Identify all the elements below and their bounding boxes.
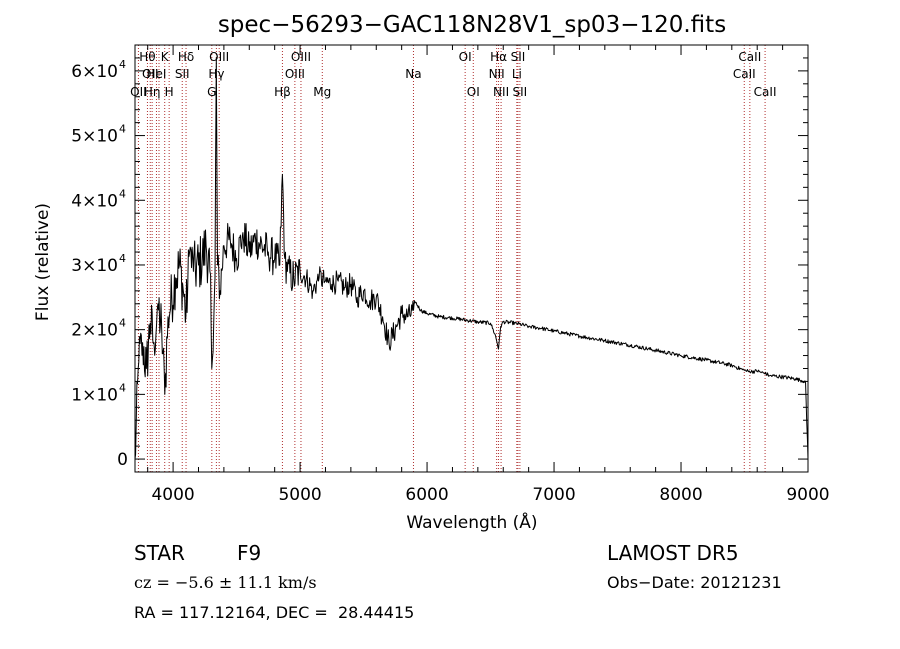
line-label-22: NII [493, 85, 509, 99]
x-axis-ticks: 4000 5000 6000 7000 8000 9000 [147, 45, 830, 505]
line-label-25: SII [513, 85, 528, 99]
y-tick-label: 4×10 [71, 191, 118, 211]
line-label-20: NII [489, 67, 505, 81]
line-label-17: Na [405, 67, 421, 81]
line-label-9: Hδ [178, 50, 194, 64]
survey-name: LAMOST DR5 [607, 541, 739, 565]
line-label-21: Hα [490, 50, 507, 64]
object-subclass: F9 [237, 541, 262, 565]
line-label-6: K [161, 50, 170, 64]
y-tick-label: 6×10 [71, 62, 118, 82]
y-tick-label: 3×10 [71, 256, 118, 276]
chart-title: spec−56293−GAC118N28V1_sp03−120.fits [218, 12, 726, 38]
x-axis-label: Wavelength (Å) [406, 511, 537, 533]
line-label-8: SII [175, 67, 190, 81]
line-label-3: Hη [144, 85, 161, 99]
y-axis-label: Flux (relative) [33, 203, 53, 321]
line-label-0: OII [130, 85, 147, 99]
line-label-4: HeI [146, 67, 166, 81]
line-label-16: Mg [313, 85, 331, 99]
plot-frame [134, 44, 809, 473]
line-label-2: OII [142, 67, 159, 81]
line-label-18: OI [459, 50, 472, 64]
line-label-26: CaII [733, 67, 756, 81]
line-label-12: OIII [209, 50, 229, 64]
y-axis-ticks: 01×10 42×10 43×10 44×10 45×10 46×10 4 [71, 57, 808, 470]
y-tick-label: 5×10 [71, 127, 118, 147]
ra-dec-coordinates: RA = 117.12164, DEC = 28.44415 [134, 603, 415, 622]
x-tick-label: 8000 [659, 485, 702, 505]
redshift-cz: cz = −5.6 ± 11.1 km/s [134, 573, 317, 592]
y-tick-label: 1×10 [71, 385, 118, 405]
x-tick-label: 6000 [405, 485, 448, 505]
line-label-27: CaII [738, 50, 761, 64]
x-tick-label: 9000 [786, 485, 829, 505]
y-tick-exponent: 4 [119, 317, 126, 330]
y-tick-exponent: 4 [119, 123, 126, 136]
spectrum-line [134, 57, 809, 460]
spectral-line-labels: OIIHθOIIHηHeIKHSIIHδGHγOIIIHβOIIIOIIIMgN… [130, 50, 776, 99]
line-label-15: OIII [291, 50, 311, 64]
spectrum-chart: spec−56293−GAC118N28V1_sp03−120.fits OII… [33, 12, 830, 533]
line-label-13: Hβ [274, 85, 291, 99]
line-label-7: H [165, 85, 174, 99]
y-tick-exponent: 4 [119, 381, 126, 394]
x-tick-label: 5000 [278, 485, 321, 505]
x-tick-label: 7000 [532, 485, 575, 505]
observation-date: Obs−Date: 20121231 [607, 573, 782, 592]
line-label-14: OIII [285, 67, 305, 81]
line-label-23: Li [512, 67, 522, 81]
object-class: STAR [134, 541, 185, 565]
y-tick-label: 2×10 [71, 321, 118, 341]
line-label-10: G [207, 85, 216, 99]
y-tick-exponent: 4 [119, 58, 126, 71]
spectrum-series [134, 57, 809, 460]
line-label-28: CaII [754, 85, 777, 99]
line-label-1: Hθ [139, 50, 155, 64]
y-tick-label: 0 [117, 450, 128, 470]
y-tick-exponent: 4 [119, 187, 126, 200]
spectral-line-markers [137, 45, 766, 472]
line-label-24: SII [511, 50, 526, 64]
line-label-19: OI [467, 85, 480, 99]
y-tick-exponent: 4 [119, 252, 126, 265]
x-tick-label: 4000 [151, 485, 194, 505]
